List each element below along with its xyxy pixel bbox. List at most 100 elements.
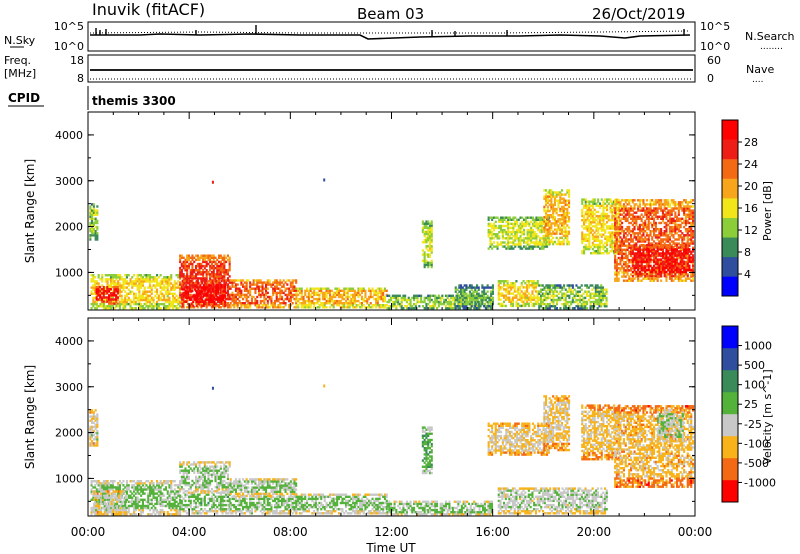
data-cell [177,300,180,304]
data-cell [352,304,355,307]
data-cell [198,262,201,266]
data-cell [624,236,627,239]
data-cell [488,286,491,289]
data-cell [609,243,612,247]
data-cell [545,290,548,293]
data-cell [521,216,524,219]
data-cell [390,298,393,302]
data-cell [185,290,188,293]
data-cell [141,305,144,308]
data-cell [254,279,257,282]
data-cell [391,300,394,304]
data-cell [373,291,376,295]
data-cell [667,236,670,239]
data-cell [533,241,536,244]
data-cell [108,284,111,287]
data-cell [605,300,608,304]
data-cell [490,294,493,297]
data-cell [318,297,321,301]
data-cell [661,250,664,253]
data-cell [540,247,543,250]
data-cell [621,228,624,231]
data-cell [428,224,431,227]
data-cell [563,284,566,287]
data-cell [115,274,118,277]
data-cell [611,200,614,203]
data-cell [427,296,430,300]
data-cell [535,243,538,246]
data-cell [337,302,340,305]
data-cell [588,231,591,234]
data-cell [430,259,433,262]
data-cell [245,293,248,297]
data-cell [665,273,668,276]
data-cell [640,279,643,282]
data-cell [619,242,622,245]
data-cell [622,203,625,206]
data-cell [630,240,633,243]
data-cell [293,306,296,309]
data-cell [586,239,589,242]
data-cell [250,297,253,301]
data-cell [533,243,536,246]
data-cell [168,292,171,295]
data-cell [307,297,310,301]
data-cell [545,224,548,227]
data-cell [526,241,529,244]
data-cell [630,205,633,208]
data-cell [259,302,262,305]
data-cell [156,296,159,300]
data-cell [258,293,261,297]
data-cell [624,248,627,251]
data-cell [398,305,401,308]
data-cell [461,290,464,293]
data-cell [300,293,303,297]
data-cell [193,269,196,272]
data-cell [152,298,155,302]
data-cell [221,262,224,266]
data-cell [559,226,562,229]
data-cell [110,305,113,308]
data-cell [168,284,171,287]
data-cell [325,289,328,292]
data-cell [191,273,194,276]
data-cell [614,279,617,282]
data-cell [207,258,210,262]
data-cell [436,300,439,304]
data-cell [298,297,301,301]
data-cell [430,245,433,248]
data-cell [265,283,268,286]
data-cell [622,263,625,266]
data-cell [451,294,454,297]
data-cell [163,288,166,291]
data-cell [492,241,495,244]
data-cell [647,263,650,266]
data-cell [203,271,206,274]
data-cell [254,291,257,295]
data-cell [584,212,587,216]
data-cell [320,302,323,305]
data-cell [668,203,671,206]
data-cell [291,283,294,286]
data-cell [491,288,494,291]
data-cell [564,228,567,231]
data-cell [552,294,555,297]
data-cell [611,233,614,236]
data-cell [465,300,468,304]
data-cell [188,296,191,299]
data-cell [597,252,600,255]
data-cell [618,217,621,220]
station-title: Inuvik (fitACF) [92,0,205,19]
data-cell [660,199,663,202]
data-cell [668,236,671,239]
data-cell [550,240,553,244]
data-cell [258,306,261,309]
data-cell [92,278,95,281]
data-cell [468,296,471,300]
data-cell [427,226,430,229]
data-cell [535,239,538,242]
data-cell [149,280,152,283]
data-cell [598,221,601,224]
data-cell [619,252,622,256]
data-cell [282,306,285,309]
